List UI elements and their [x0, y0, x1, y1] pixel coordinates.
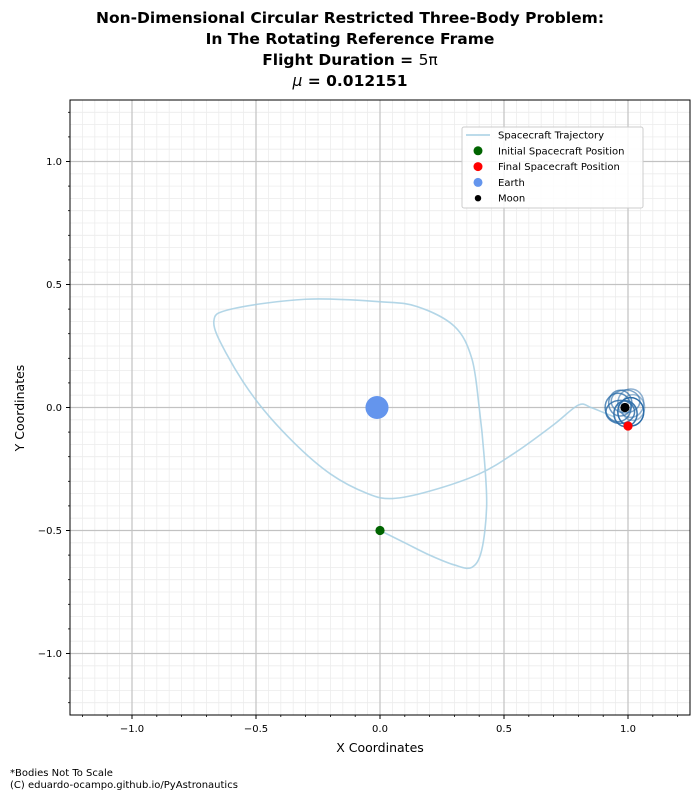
- title-line-2: In The Rotating Reference Frame: [205, 30, 495, 48]
- footnote-scale: *Bodies Not To Scale: [10, 768, 113, 779]
- lunar-loop: [605, 399, 636, 425]
- initial-position-marker: [375, 525, 385, 536]
- x-tick-label: −0.5: [244, 724, 268, 735]
- title-line-4: μ = 0.012151: [0, 71, 700, 92]
- legend-label: Initial Spacecraft Position: [498, 146, 624, 157]
- y-tick-label: −1.0: [38, 649, 62, 660]
- axis-ticks: −1.0 −0.5 0.0 0.5 1.0 −1.0 −0.5 0.0 0.5 1.0: [38, 111, 678, 735]
- x-tick-label: 1.0: [620, 724, 636, 735]
- trajectory-layer: [213, 298, 646, 570]
- legend-swatch-moon-marker: [474, 195, 482, 202]
- legend-label: Moon: [498, 194, 525, 205]
- x-tick-label: 0.0: [372, 724, 388, 735]
- legend-label: Final Spacecraft Position: [498, 162, 620, 173]
- x-tick-label: −1.0: [120, 724, 144, 735]
- earth-marker: [365, 395, 389, 420]
- legend-swatch-final-position-marker: [473, 162, 483, 172]
- y-tick-label: 0.0: [46, 403, 62, 414]
- legend-swatch-earth-marker: [473, 177, 483, 187]
- legend-label: Earth: [498, 178, 525, 189]
- title-line-3-prefix: Flight Duration =: [262, 51, 419, 69]
- lunar-loop: [604, 392, 632, 423]
- title-line-1: Non-Dimensional Circular Restricted Thre…: [95, 9, 605, 27]
- mu-symbol: μ: [292, 72, 303, 90]
- y-tick-label: 1.0: [46, 157, 62, 168]
- chart-title: Non-Dimensional Circular Restricted Thre…: [0, 8, 700, 92]
- y-tick-label: −0.5: [38, 526, 62, 537]
- legend-swatch-initial-position-marker: [473, 146, 483, 156]
- legend-label: Spacecraft Trajectory: [498, 131, 604, 142]
- legend-box: [461, 126, 644, 209]
- y-tick-label: 0.5: [46, 280, 62, 291]
- title-line-4-rest: = 0.012151: [302, 72, 408, 90]
- x-axis-label: X Coordinates: [336, 740, 424, 755]
- footnote-credit: (C) eduardo-ocampo.github.io/PyAstronaut…: [10, 780, 238, 791]
- legend: Spacecraft Trajectory Initial Spacecraft …: [461, 126, 644, 209]
- final-position-marker: [623, 421, 633, 431]
- title-line-3-value: 5π: [418, 51, 438, 69]
- x-tick-label: 0.5: [496, 724, 512, 735]
- y-axis-label: Y Coordinates: [12, 365, 27, 453]
- moon-marker: [620, 402, 630, 413]
- marker-layer: [365, 395, 633, 536]
- trajectory-line: [213, 298, 616, 570]
- title-line-3: Flight Duration = 5π: [0, 50, 700, 71]
